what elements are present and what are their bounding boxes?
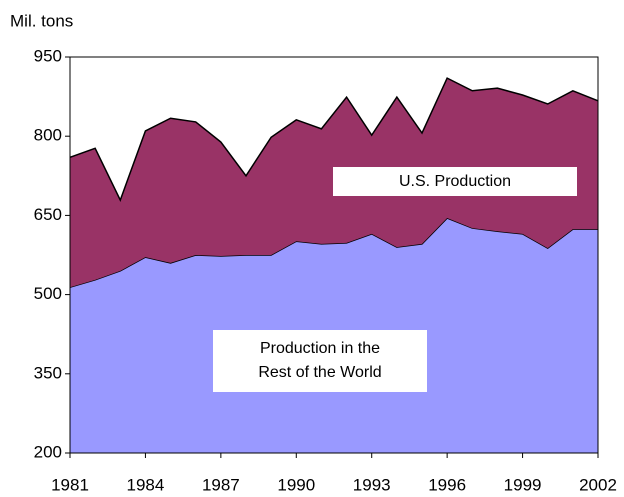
x-tick-label: 1981 — [51, 475, 89, 494]
x-tick-label: 1987 — [202, 475, 240, 494]
y-tick-label: 500 — [34, 284, 62, 303]
x-tick-label: 2002 — [579, 475, 617, 494]
x-tick-label: 1984 — [127, 475, 165, 494]
x-tick-label: 1990 — [277, 475, 315, 494]
y-tick-label: 950 — [34, 46, 62, 65]
y-tick-label: 200 — [34, 442, 62, 461]
y-tick-label: 650 — [34, 205, 62, 224]
x-tick-label: 1999 — [504, 475, 542, 494]
area-edge — [69, 77, 599, 203]
series-label: U.S. Production — [333, 167, 577, 196]
series-label: Production in the Rest of the World — [213, 330, 427, 392]
x-tick-label: 1993 — [353, 475, 391, 494]
plot-border — [69, 56, 599, 454]
x-tick-label: 1996 — [428, 475, 466, 494]
y-tick-label: 350 — [34, 363, 62, 382]
y-tick-label: 800 — [34, 126, 62, 145]
y-axis-label: Mil. tons — [10, 11, 73, 30]
